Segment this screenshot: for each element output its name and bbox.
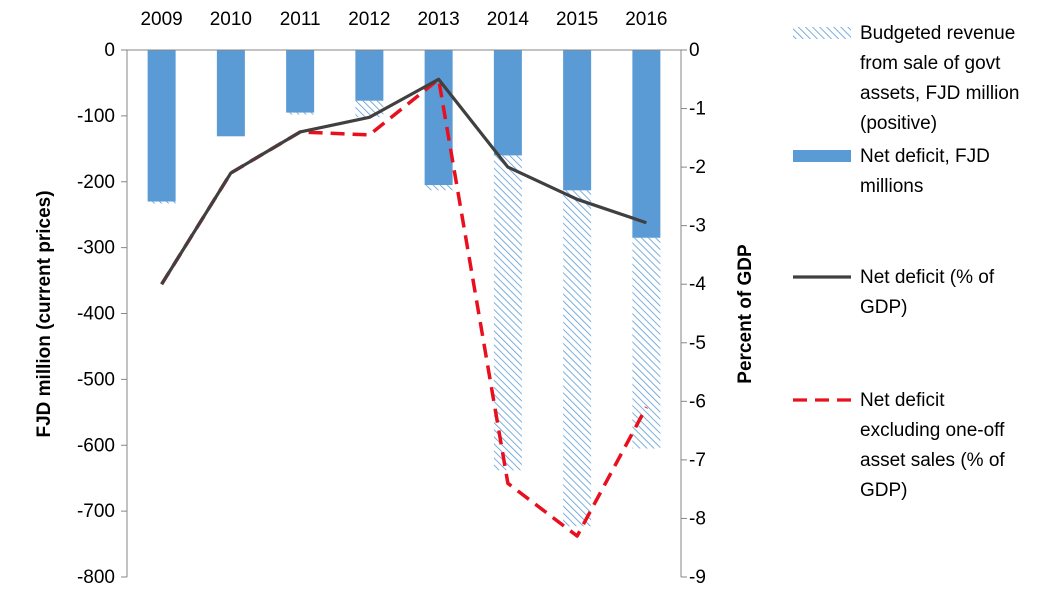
legend-label: Net deficit, FJD: [860, 146, 990, 167]
legend: Budgeted revenue from sale of govt assets,…: [793, 23, 1019, 501]
legend-item: Net deficit, FJD millions: [793, 146, 990, 197]
right-tick-label: -4: [689, 274, 706, 295]
right-axis-title: Percent of GDP: [735, 244, 756, 384]
net-deficit-bars: [147, 50, 661, 238]
right-tick-label: -3: [689, 216, 706, 237]
legend-label: from sale of govt: [860, 53, 1001, 74]
asset-sale-bar: [424, 185, 453, 191]
legend-item: Budgeted revenue from sale of govt assets,…: [793, 23, 1019, 134]
right-tick-label: -7: [689, 450, 706, 471]
left-tick-label: -600: [77, 435, 115, 456]
asset-sale-bar: [147, 201, 176, 204]
percent-gdp-lines: [160, 77, 648, 538]
legend-label: Budgeted revenue: [860, 23, 1015, 44]
right-tick-label: -1: [689, 99, 706, 120]
legend-swatch: [793, 150, 851, 162]
legend-label: excluding one-off: [860, 420, 1005, 441]
left-tick-label: -300: [77, 238, 115, 259]
left-axis-title: FJD million (current prices): [34, 190, 55, 437]
right-tick-label: -9: [689, 567, 706, 588]
net-deficit-bar: [147, 50, 176, 202]
right-tick-label: 0: [689, 40, 700, 61]
right-tick-label: -5: [689, 333, 706, 354]
right-tick-label: -2: [689, 157, 706, 178]
category-label: 2011: [280, 9, 321, 30]
asset-sale-bar: [563, 190, 592, 527]
legend-label: Net deficit (% of: [860, 267, 995, 288]
legend-label: millions: [860, 176, 923, 197]
left-tick-label: -500: [77, 369, 115, 390]
left-tick-label: -200: [77, 172, 115, 193]
category-labels: 2009 2010 2011 2012 2013 2014 2015 2016: [140, 9, 667, 30]
asset-sale-bars: [147, 100, 661, 527]
legend-item: Net deficit (% of GDP): [793, 267, 995, 318]
net-deficit-bar: [493, 50, 522, 156]
legend-swatch: [793, 27, 851, 39]
net-deficit-bar: [286, 50, 315, 113]
category-label: 2014: [487, 9, 530, 30]
legend-item: Net deficit excluding one-off asset sales …: [793, 390, 1005, 501]
net-deficit-bar: [563, 50, 592, 191]
category-label: 2009: [140, 9, 182, 30]
legend-label: GDP): [860, 480, 908, 501]
category-label: 2016: [625, 9, 667, 30]
left-tick-label: -400: [77, 304, 115, 325]
left-tick-label: -700: [77, 501, 115, 522]
asset-sale-bar: [355, 100, 384, 118]
net-deficit-pct-line: [160, 77, 647, 286]
asset-sale-bar: [286, 112, 315, 115]
legend-label: assets, FJD million: [860, 83, 1019, 104]
left-tick-label: -100: [77, 106, 115, 127]
net-deficit-bar: [632, 50, 661, 238]
asset-sale-bar: [493, 155, 522, 471]
net-deficit-bar: [355, 50, 384, 101]
category-label: 2010: [210, 9, 252, 30]
legend-label: asset sales (% of: [860, 450, 1005, 471]
legend-label: (positive): [860, 113, 937, 134]
category-label: 2015: [556, 9, 598, 30]
left-axis-ticks: 0 -100 -200 -300 -400 -500 -600 -700 -800: [77, 40, 127, 588]
category-label: 2013: [417, 9, 459, 30]
net-deficit-bar: [216, 50, 245, 137]
net-deficit-bar: [424, 50, 453, 186]
asset-sale-bar: [632, 237, 661, 449]
category-label: 2012: [348, 9, 390, 30]
left-tick-label: 0: [104, 40, 115, 61]
right-tick-label: -8: [689, 508, 706, 529]
legend-label: GDP): [860, 297, 908, 318]
right-tick-label: -6: [689, 391, 706, 412]
legend-label: Net deficit: [860, 390, 945, 411]
right-axis-ticks: 0 -1 -2 -3 -4 -5 -6 -7 -8 -9: [681, 40, 706, 588]
left-tick-label: -800: [77, 567, 115, 588]
